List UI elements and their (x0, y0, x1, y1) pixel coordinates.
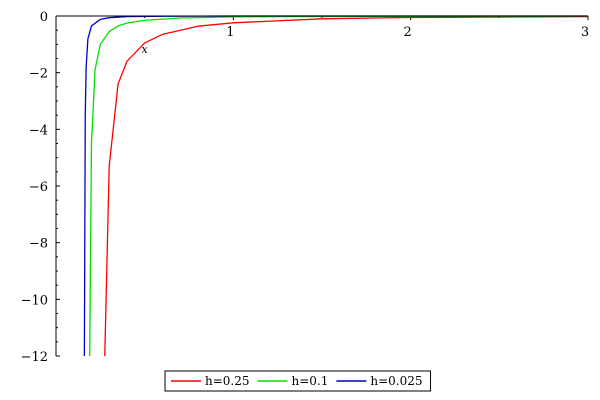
y-tick-label: −6 (29, 180, 48, 195)
series-line-3 (83, 15, 588, 357)
x-tick-label: 1 (226, 25, 234, 40)
y-tick-label: −12 (21, 350, 48, 365)
y-tick-label: −4 (29, 123, 48, 138)
legend-label-1: h=0.25 (205, 374, 250, 388)
legend: h=0.25 h=0.1 h=0.025 (164, 370, 432, 392)
series-line-1 (104, 15, 589, 357)
series-lines (83, 15, 589, 357)
y-tick-label: −2 (29, 67, 48, 82)
y-axis-ticks: 0 −2 −4 −6 −8 −10 −12 (21, 10, 60, 365)
y-tick-label: −8 (29, 237, 48, 252)
series-line-2 (89, 15, 589, 357)
x-axis-ticks: 1 2 3 (144, 16, 589, 40)
legend-label-3: h=0.025 (370, 374, 422, 388)
x-tick-label: 2 (404, 25, 412, 40)
y-tick-label: −10 (21, 293, 48, 308)
legend-box (164, 370, 432, 392)
x-axis-label: x (142, 43, 149, 56)
x-tick-label: 3 (581, 25, 589, 40)
legend-label-2: h=0.1 (292, 374, 329, 388)
y-tick-label: 0 (40, 10, 48, 25)
